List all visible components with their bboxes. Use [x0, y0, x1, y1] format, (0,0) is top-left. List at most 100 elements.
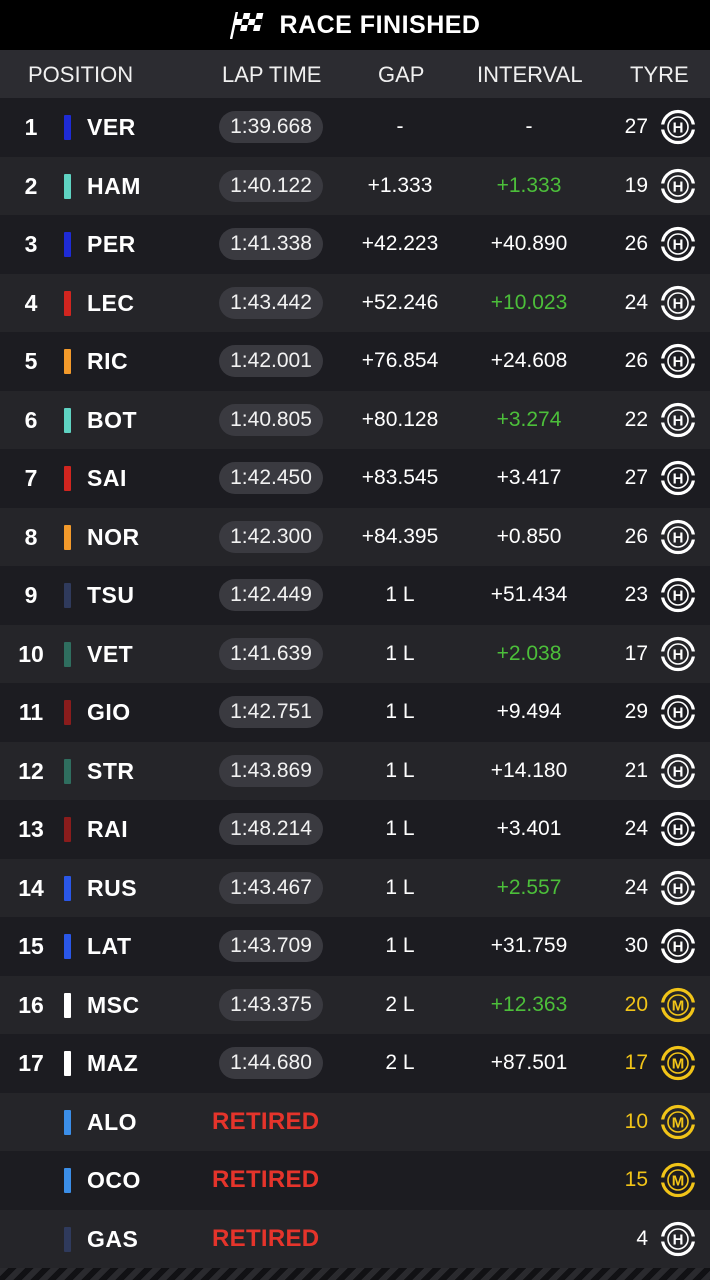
gap-value: 2 L: [385, 992, 415, 1016]
table-row[interactable]: 10 VET 1:41.639 1 L +2.038 17 H: [0, 624, 710, 683]
table-row[interactable]: 14 RUS 1:43.467 1 L +2.557 24 H: [0, 858, 710, 917]
row-position: 5: [24, 348, 38, 374]
interval-value: +40.890: [490, 232, 568, 255]
driver-code: RAI: [87, 816, 129, 842]
lap-time-badge: 1:42.449: [219, 579, 323, 611]
tyre-compound-letter: H: [673, 822, 684, 839]
table-row[interactable]: 15 LAT 1:43.709 1 L +31.759 30 H: [0, 917, 710, 976]
table-row[interactable]: 5 RIC 1:42.001 +76.854 +24.608 26 H: [0, 332, 710, 391]
checkered-flag-icon: [229, 10, 266, 40]
row-position: 10: [18, 640, 44, 667]
driver-code: NOR: [87, 523, 140, 550]
page-title: RACE FINISHED: [279, 10, 481, 39]
driver-code: HAM: [87, 172, 141, 199]
team-color-bar: [64, 173, 71, 199]
row-position: 2: [24, 172, 38, 199]
tyre-laps: 17: [624, 1051, 648, 1074]
driver-code: GIO: [87, 699, 131, 725]
lap-time-badge: 1:40.122: [219, 169, 323, 202]
hard-tyre-icon: H: [660, 285, 696, 321]
interval-value: +0.850: [496, 524, 562, 548]
lap-time-badge: 1:42.751: [219, 696, 323, 728]
tyre-laps: 22: [624, 407, 648, 431]
interval-value: +3.274: [496, 407, 562, 431]
team-color-bar: [64, 1109, 71, 1135]
tyre-compound-letter: H: [673, 939, 684, 956]
table-row[interactable]: 3 PER 1:41.338 +42.223 +40.890 26 H: [0, 215, 710, 274]
footer-stripe: [0, 1268, 710, 1280]
driver-code: VET: [87, 640, 134, 667]
driver-code: ALO: [87, 1108, 138, 1135]
table-row[interactable]: 12 STR 1:43.869 1 L +14.180 21 H: [0, 741, 710, 800]
race-status-bar: RACE FINISHED: [0, 0, 710, 50]
lap-time-badge: 1:39.668: [219, 111, 323, 143]
driver-code: SAI: [87, 465, 127, 491]
table-row[interactable]: 13 RAI 1:48.214 1 L +3.401 24 H: [0, 800, 710, 859]
tyre-compound-letter: H: [673, 529, 684, 546]
table-row[interactable]: 6 BOT 1:40.805 +80.128 +3.274 22 H: [0, 390, 710, 449]
interval-value: +14.180: [490, 758, 568, 782]
medium-tyre-icon: M: [660, 987, 696, 1023]
gap-value: 2 L: [385, 1051, 415, 1074]
gap-value: +84.395: [361, 524, 439, 548]
table-row[interactable]: 11 GIO 1:42.751 1 L +9.494 29 H: [0, 683, 710, 742]
team-color-bar: [64, 1051, 71, 1076]
table-row[interactable]: GAS RETIRED 4 H: [0, 1209, 710, 1268]
table-row[interactable]: 2 HAM 1:40.122 +1.333 +1.333 19 H: [0, 156, 710, 215]
table-row[interactable]: 4 LEC 1:43.442 +52.246 +10.023 24 H: [0, 273, 710, 332]
hard-tyre-icon: H: [660, 1221, 696, 1257]
gap-value: -: [396, 115, 404, 138]
table-row[interactable]: 9 TSU 1:42.449 1 L +51.434 23 H: [0, 566, 710, 625]
lap-time-badge: 1:43.467: [219, 871, 323, 904]
tyre-laps: 29: [624, 700, 648, 723]
column-header-interval: INTERVAL: [477, 62, 583, 87]
table-row[interactable]: OCO RETIRED 15 M: [0, 1151, 710, 1210]
table-row[interactable]: ALO RETIRED 10 M: [0, 1092, 710, 1151]
column-header-lap-time: LAP TIME: [222, 62, 322, 87]
hard-tyre-icon: H: [660, 636, 696, 672]
hard-tyre-icon: H: [660, 343, 696, 379]
table-row[interactable]: 8 NOR 1:42.300 +84.395 +0.850 26 H: [0, 507, 710, 566]
interval-value: +12.363: [490, 992, 568, 1016]
table-row[interactable]: 1 VER 1:39.668 - - 27 H: [0, 98, 710, 157]
team-color-bar: [64, 290, 71, 316]
table-row[interactable]: 16 MSC 1:43.375 2 L +12.363 20 M: [0, 975, 710, 1034]
tyre-compound-letter: H: [673, 295, 684, 312]
lap-time-badge: 1:43.869: [219, 754, 323, 787]
tyre-compound-letter: M: [672, 1056, 685, 1073]
hard-tyre-icon: H: [660, 168, 696, 204]
tyre-laps: 24: [624, 875, 648, 899]
tyre-compound-letter: H: [673, 471, 684, 488]
driver-code: BOT: [87, 406, 138, 433]
tyre-compound-letter: H: [673, 646, 684, 663]
lap-time-badge: 1:42.001: [219, 345, 323, 377]
tyre-compound-letter: H: [673, 120, 684, 137]
tyre-laps: 4: [636, 1226, 648, 1250]
tyre-laps: 23: [624, 583, 648, 606]
table-header: POSITION LAP TIME GAP INTERVAL TYRE: [0, 50, 710, 98]
table-row[interactable]: 17 MAZ 1:44.680 2 L +87.501 17 M: [0, 1034, 710, 1093]
gap-value: +76.854: [361, 349, 439, 372]
team-color-bar: [64, 934, 71, 959]
row-position: 15: [18, 933, 44, 959]
lap-time-badge: 1:48.214: [219, 813, 323, 845]
table-row[interactable]: 7 SAI 1:42.450 +83.545 +3.417 27 H: [0, 449, 710, 508]
row-position: 17: [18, 1050, 44, 1076]
team-color-bar: [64, 466, 71, 491]
driver-code: PER: [87, 231, 136, 257]
tyre-compound-letter: M: [672, 1114, 685, 1131]
gap-value: +80.128: [361, 407, 439, 431]
tyre-laps: 26: [624, 232, 648, 255]
tyre-laps: 26: [624, 524, 648, 548]
tyre-compound-letter: H: [673, 880, 684, 897]
retired-label: RETIRED: [212, 1107, 320, 1135]
driver-code: LEC: [87, 289, 135, 316]
team-color-bar: [64, 232, 71, 257]
tyre-compound-letter: H: [673, 178, 684, 195]
lap-time-badge: 1:40.805: [219, 403, 323, 436]
tyre-laps: 27: [624, 115, 648, 138]
lap-time-badge: 1:43.375: [219, 988, 323, 1021]
retired-label: RETIRED: [212, 1166, 320, 1193]
driver-code: GAS: [87, 1225, 139, 1252]
hard-tyre-icon: H: [660, 402, 696, 438]
